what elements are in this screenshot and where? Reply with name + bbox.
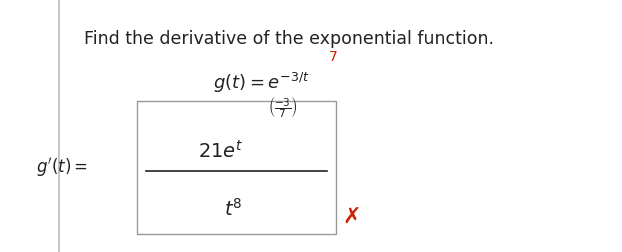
Text: $g'(t) =$: $g'(t) =$ xyxy=(36,156,88,179)
Text: $21e^{t}$: $21e^{t}$ xyxy=(198,140,244,162)
Text: $\left(\dfrac{-3}{7}\right)$: $\left(\dfrac{-3}{7}\right)$ xyxy=(268,94,298,120)
Text: $g(t) = e^{-3/t}$: $g(t) = e^{-3/t}$ xyxy=(213,71,310,95)
Text: $7$: $7$ xyxy=(328,50,337,64)
Bar xyxy=(137,101,336,234)
Text: Find the derivative of the exponential function.: Find the derivative of the exponential f… xyxy=(84,30,494,48)
Text: $t^8$: $t^8$ xyxy=(224,198,243,220)
Text: ✗: ✗ xyxy=(342,207,361,227)
